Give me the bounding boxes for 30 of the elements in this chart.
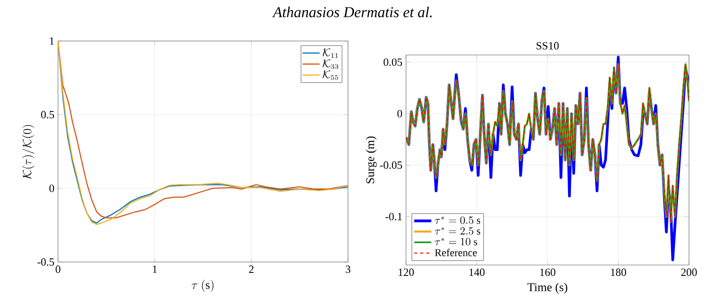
- y-tick-label: -0.5: [37, 258, 54, 266]
- x-axis-title: Time (s): [527, 282, 568, 294]
- y-axis-title: Surge (m): [366, 136, 377, 184]
- y-tick-label: 1: [50, 37, 54, 45]
- x-axis-title: $\tau\ (\mathrm{s})$: [192, 280, 214, 292]
- legend-label: $\mathcal{K}_{11}$: [322, 48, 338, 58]
- y-tick-label: 0: [49, 184, 54, 192]
- x-tick-label: 160: [540, 268, 556, 276]
- x-tick-label: 180: [610, 268, 626, 276]
- legend-label: $\tau^* = 0.5\ \mathrm{s}$: [434, 216, 480, 224]
- x-tick-label: 0: [56, 266, 60, 273]
- legend-label: Reference: [434, 248, 477, 256]
- y-axis-title: $\mathcal{K}(\tau)/\mathcal{K}(0)$: [22, 125, 34, 179]
- y-tick-label: -0.1: [385, 212, 402, 220]
- x-tick-label: 3: [346, 266, 350, 273]
- x-tick-label: 200: [681, 268, 697, 276]
- x-tick-label: 1: [152, 266, 157, 273]
- x-tick-label: 120: [398, 268, 414, 276]
- y-tick-label: 0.05: [384, 58, 402, 66]
- x-tick-label: 2: [249, 266, 254, 273]
- legend-label: $\mathcal{K}_{55}$: [322, 70, 338, 80]
- chart-title: SS10: [536, 42, 559, 50]
- y-tick-label: 0: [397, 110, 402, 118]
- legend-label: $\tau^* = 2.5\ \mathrm{s}$: [434, 227, 480, 235]
- legend-label: $\tau^* = 10\ \mathrm{s}$: [434, 238, 478, 246]
- y-tick-label: 0.5: [41, 110, 54, 118]
- text: Athanasios Dermatis et al.: [272, 6, 432, 18]
- legend-label: $\mathcal{K}_{33}$: [322, 59, 338, 69]
- y-tick-label: -0.05: [380, 161, 402, 169]
- x-tick-label: 140: [469, 268, 485, 276]
